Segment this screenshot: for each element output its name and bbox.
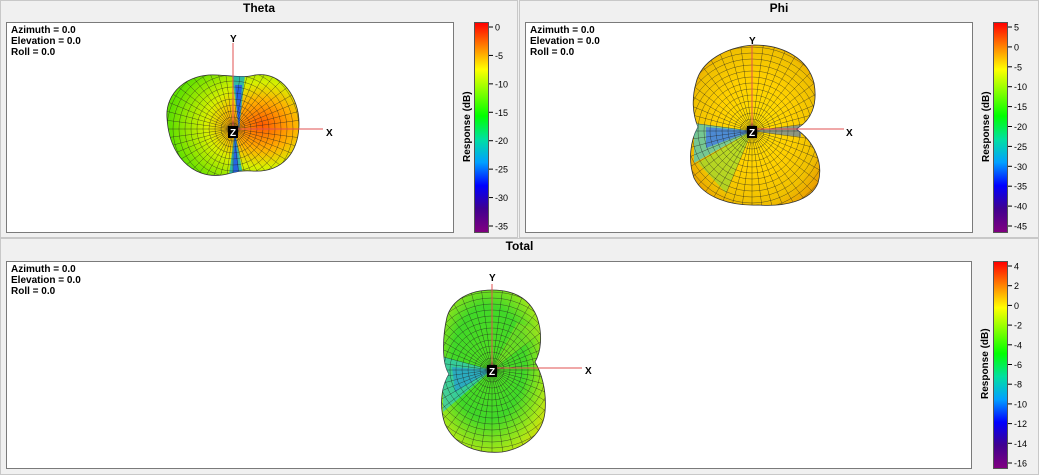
roll-readout: Roll = 0.0 [11,286,56,297]
y-axis-label: Y [230,34,237,45]
y-axis-label: Y [489,273,496,284]
x-axis-label: X [326,128,333,139]
z-axis-label: Z [230,128,236,139]
colorbar-tick-label: 4 [1014,262,1019,272]
colorbar: Response (dB) 4 2 0 -2 -4 -6 -8 -10 -12 -14 -16 [976,261,1038,469]
panel-title: Total [505,239,534,253]
colorbar-tick-label: -5 [495,51,503,61]
azimuth-readout: Azimuth = 0.0 [11,25,76,36]
colorbar-tick-label: -16 [1014,459,1027,469]
colorbar: Response (dB) 0 -5 -10 -15 -20 -25 -30 -35 [457,22,517,234]
radiation-pattern-3d[interactable]: X Y Z [7,262,972,469]
azimuth-readout: Azimuth = 0.0 [11,264,76,275]
colorbar-tick-label: 2 [1014,281,1019,291]
colorbar-ticks: 4 2 0 -2 -4 -6 -8 -10 -12 -14 -16 [1008,262,1027,469]
colorbar-tick-label: -12 [1014,419,1027,429]
x-axis-label: X [846,128,853,139]
plot-area[interactable]: Azimuth = 0.0 Elevation = 0.0 Roll = 0.0 [525,22,973,233]
orientation-readout: Azimuth = 0.0 Elevation = 0.0 Roll = 0.0 [530,25,600,58]
colorbar-ticks: 0 -5 -10 -15 -20 -25 -30 -35 [489,23,508,232]
elevation-readout: Elevation = 0.0 [11,36,81,47]
elevation-readout: Elevation = 0.0 [11,275,81,286]
roll-readout: Roll = 0.0 [530,47,575,58]
z-axis-label: Z [489,367,495,378]
elevation-readout: Elevation = 0.0 [530,36,600,47]
colorbar-tick-label: 0 [1014,301,1019,311]
roll-readout: Roll = 0.0 [11,47,56,58]
colorbar-tick-label: -25 [495,165,508,175]
panel-title: Theta [242,1,275,15]
colorbar-tick-label: -30 [495,193,508,203]
colorbar-tick-label: -15 [495,108,508,118]
colorbar-tick-label: -5 [1014,62,1022,72]
theta-panel: Theta Azimuth = 0.0 Elevation = 0.0 Roll… [0,0,518,238]
colorbar-tick-label: -20 [1014,122,1027,132]
colorbar-tick-label: -6 [1014,360,1022,370]
radiation-pattern-3d[interactable]: X Y Z [7,23,454,233]
colorbar-gradient [474,22,489,233]
radiation-pattern-3d[interactable]: X Y Z [526,23,973,233]
azimuth-readout: Azimuth = 0.0 [530,25,595,36]
colorbar-tick-label: -10 [1014,82,1027,92]
colorbar-tick-label: -30 [1014,162,1027,172]
colorbar-tick-label: -8 [1014,380,1022,390]
x-axis-label: X [585,366,592,377]
phi-panel: Phi Azimuth = 0.0 Elevation = 0.0 Roll =… [519,0,1039,238]
y-axis-label: Y [749,36,756,47]
z-axis-label: Z [749,128,755,139]
colorbar-tick-label: -10 [495,79,508,89]
colorbar-tick-label: -45 [1014,222,1027,232]
colorbar-tick-label: -40 [1014,202,1027,212]
colorbar-tick-label: -15 [1014,102,1027,112]
plot-area[interactable]: Azimuth = 0.0 Elevation = 0.0 Roll = 0.0 [6,22,454,233]
colorbar-tick-label: -2 [1014,321,1022,331]
colorbar-tick-label: 0 [495,23,500,33]
colorbar-tick-label: -10 [1014,399,1027,409]
colorbar-tick-label: 0 [1014,42,1019,52]
colorbar-tick-label: -25 [1014,142,1027,152]
plot-area[interactable]: Azimuth = 0.0 Elevation = 0.0 Roll = 0.0 [6,261,972,469]
colorbar-tick-label: -20 [495,136,508,146]
colorbar-tick-label: -35 [1014,182,1027,192]
colorbar: Response (dB) 5 0 -5 -10 -15 -20 -25 -30 -35 -40-… [976,22,1038,234]
colorbar-tick-label: 5 [1014,23,1019,33]
panel-title: Phi [769,1,789,15]
colorbar-gradient [993,22,1008,233]
total-panel: Total Azimuth = 0.0 Elevation = 0.0 Roll… [0,238,1039,475]
colorbar-tick-label: -14 [1014,439,1027,449]
colorbar-tick-label: -4 [1014,340,1022,350]
colorbar-tick-label: -35 [495,222,508,232]
orientation-readout: Azimuth = 0.0 Elevation = 0.0 Roll = 0.0 [11,25,81,58]
orientation-readout: Azimuth = 0.0 Elevation = 0.0 Roll = 0.0 [11,264,81,297]
colorbar-gradient [993,261,1008,469]
colorbar-ticks: 5 0 -5 -10 -15 -20 -25 -30 -35 -40 -45 [1008,23,1027,232]
